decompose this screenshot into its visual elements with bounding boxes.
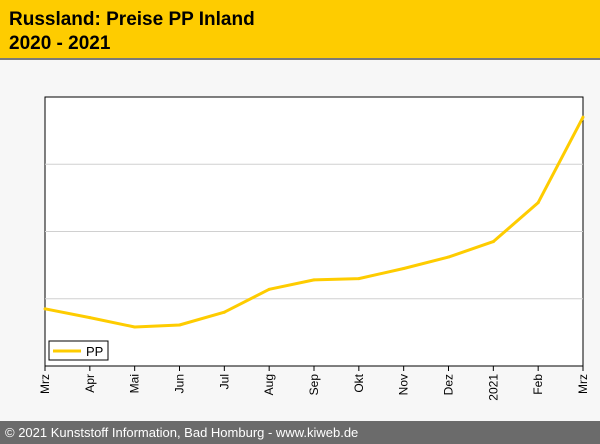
x-tick-label-4: Jul: [217, 374, 231, 389]
data-point-0-9: [447, 255, 450, 259]
chart-header: Russland: Preise PP Inland 2020 - 2021: [0, 0, 600, 60]
data-point-0-0: [43, 307, 47, 311]
series-group: [43, 115, 585, 329]
grid-lines: [45, 163, 583, 300]
data-point-0-5: [267, 287, 271, 291]
x-tick-label-12: Mrz: [576, 374, 590, 394]
legend-label: PP: [86, 344, 103, 359]
x-tick-label-11: Feb: [531, 374, 545, 395]
x-tick-label-9: Dez: [442, 374, 456, 395]
data-point-0-3: [178, 323, 181, 327]
footer-copyright: © 2021 Kunststoff Information, Bad Hombu…: [0, 421, 600, 444]
x-tick-label-3: Jun: [173, 374, 187, 393]
x-tick-label-7: Okt: [352, 373, 366, 392]
data-point-0-6: [312, 278, 316, 282]
data-point-0-10: [491, 240, 495, 244]
x-tick-label-6: Sep: [307, 374, 321, 396]
x-tick-label-10: 2021: [486, 374, 500, 401]
chart-title: Russland: Preise PP Inland: [9, 9, 255, 30]
data-point-0-8: [402, 266, 406, 270]
x-tick-label-2: Mai: [128, 374, 142, 393]
data-point-0-4: [222, 310, 226, 314]
data-point-0-12: [581, 115, 585, 119]
data-point-0-7: [357, 277, 361, 281]
x-axis: Mrz Apr Mai Jun Jul Aug Sep Okt Nov Dez 2021 Feb Mrz: [38, 366, 590, 401]
x-tick-label-5: Aug: [262, 374, 276, 395]
data-point-0-11: [536, 201, 540, 205]
chart-subtitle: 2020 - 2021: [9, 33, 111, 54]
legend: PP: [48, 340, 109, 361]
x-tick-label-1: Apr: [83, 374, 97, 393]
data-point-0-1: [88, 316, 92, 320]
data-point-0-2: [133, 325, 137, 329]
line-chart: Mrz Apr Mai Jun Jul Aug Sep Okt Nov Dez 2021 Feb Mrz…: [38, 96, 590, 401]
x-tick-label-8: Nov: [397, 374, 411, 395]
x-tick-label-0: Mrz: [38, 374, 52, 394]
